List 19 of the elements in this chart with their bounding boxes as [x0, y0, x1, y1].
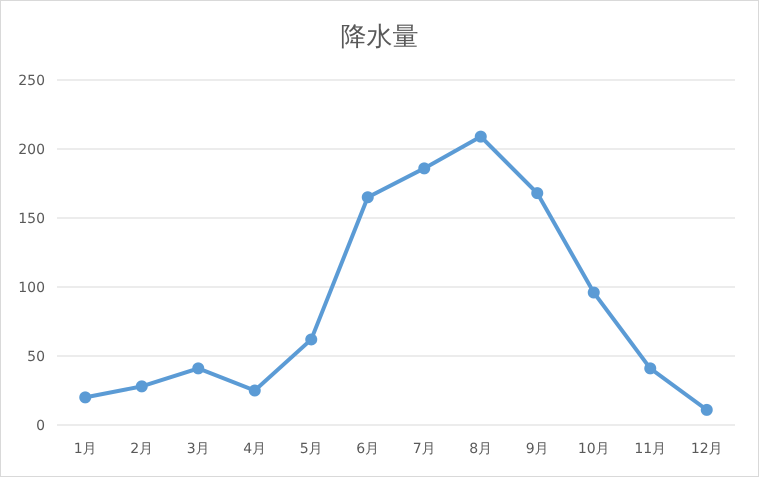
x-tick-label: 5月 — [300, 441, 323, 457]
x-tick-label: 2月 — [130, 441, 154, 457]
y-tick-label: 100 — [18, 280, 45, 296]
y-tick-label: 0 — [36, 418, 45, 434]
x-tick-label: 10月 — [578, 441, 610, 457]
chart-title: 降水量 — [340, 22, 418, 52]
x-tick-label: 12月 — [690, 441, 723, 457]
x-tick-label: 3月 — [186, 441, 210, 457]
x-tick-label: 7月 — [412, 441, 436, 457]
y-tick-label: 50 — [27, 349, 45, 365]
x-tick-label: 11月 — [634, 441, 666, 457]
x-tick-label: 1月 — [74, 441, 97, 457]
x-tick-label: 8月 — [469, 441, 492, 457]
y-tick-label: 250 — [18, 73, 45, 89]
x-tick-label: 4月 — [243, 441, 266, 457]
y-tick-label: 150 — [18, 211, 45, 227]
x-tick-label: 9月 — [526, 441, 549, 457]
x-tick-label: 6月 — [356, 441, 380, 457]
y-tick-label: 200 — [18, 142, 45, 158]
